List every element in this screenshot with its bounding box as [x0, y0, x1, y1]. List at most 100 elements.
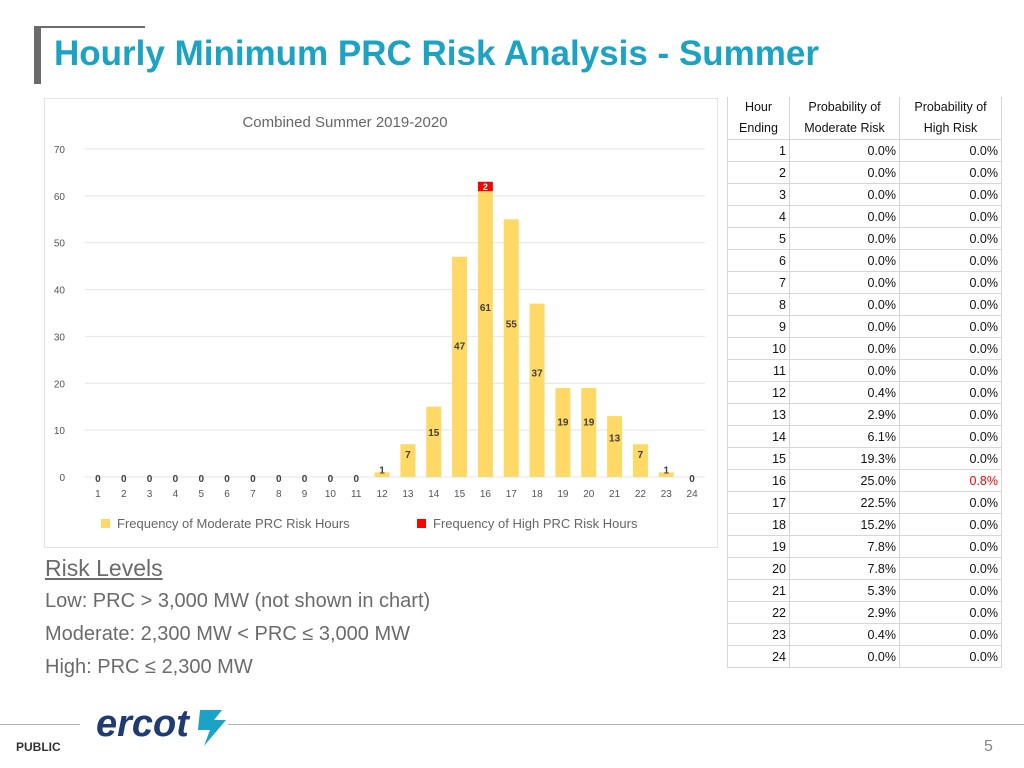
header-moderate-1: Probability of: [789, 97, 900, 118]
table-row: 5 0.0% 0.0%: [727, 227, 1002, 250]
legend-swatch-high: [417, 519, 426, 528]
table-row: 24 0.0% 0.0%: [727, 645, 1002, 668]
risk-moderate: Moderate: 2,300 MW < PRC ≤ 3,000 MW: [45, 623, 410, 645]
x-tick-label: 23: [661, 489, 673, 500]
risk-levels-heading: Risk Levels: [45, 555, 163, 581]
table-row: 10 0.0% 0.0%: [727, 337, 1002, 360]
x-tick-label: 24: [687, 489, 699, 500]
cell-high: 0.0%: [899, 557, 1002, 580]
x-tick-label: 16: [480, 489, 492, 500]
cell-hour: 17: [727, 491, 790, 514]
bar-moderate: [607, 416, 623, 477]
bar-moderate: [400, 444, 416, 477]
cell-moderate: 0.0%: [789, 227, 900, 250]
table-row: 4 0.0% 0.0%: [727, 205, 1002, 228]
cell-moderate: 0.0%: [789, 205, 900, 228]
cell-hour: 14: [727, 425, 790, 448]
cell-moderate: 0.4%: [789, 623, 900, 646]
x-tick-label: 17: [506, 489, 518, 500]
table-row: 12 0.4% 0.0%: [727, 381, 1002, 404]
x-tick-label: 20: [583, 489, 595, 500]
y-tick-label: 60: [54, 192, 66, 203]
cell-hour: 24: [727, 645, 790, 668]
cell-hour: 18: [727, 513, 790, 536]
cell-hour: 19: [727, 535, 790, 558]
x-tick-label: 19: [557, 489, 569, 500]
cell-moderate: 0.0%: [789, 359, 900, 382]
data-label-moderate: 7: [405, 450, 411, 461]
cell-hour: 12: [727, 381, 790, 404]
cell-high: 0.0%: [899, 315, 1002, 338]
x-tick-label: 4: [173, 489, 179, 500]
cell-hour: 4: [727, 205, 790, 228]
y-tick-label: 0: [59, 473, 65, 484]
table-row: 14 6.1% 0.0%: [727, 425, 1002, 448]
data-label-moderate: 61: [480, 303, 492, 314]
data-label-high: 2: [483, 182, 488, 192]
bar-moderate: [452, 256, 468, 477]
bar-moderate: [632, 444, 648, 477]
cell-high: 0.0%: [899, 337, 1002, 360]
cell-moderate: 2.9%: [789, 403, 900, 426]
cell-moderate: 2.9%: [789, 601, 900, 624]
header-moderate-2: Moderate Risk: [789, 118, 900, 140]
x-tick-label: 2: [121, 489, 127, 500]
cell-hour: 15: [727, 447, 790, 470]
cell-high: 0.0%: [899, 293, 1002, 316]
bar-moderate: [503, 219, 519, 477]
data-label-moderate: 0: [328, 474, 334, 485]
data-label-moderate: 0: [250, 474, 256, 485]
x-tick-label: 7: [250, 489, 256, 500]
data-label-moderate: 0: [224, 474, 230, 485]
header-hour-2: Ending: [727, 118, 790, 140]
footer-divider-left: [0, 724, 80, 725]
cell-moderate: 5.3%: [789, 579, 900, 602]
x-tick-label: 15: [454, 489, 466, 500]
cell-moderate: 7.8%: [789, 535, 900, 558]
x-tick-label: 12: [377, 489, 389, 500]
ercot-logo: ercot: [96, 700, 232, 752]
title-accent-bar: [34, 26, 41, 84]
legend-label-moderate: Frequency of Moderate PRC Risk Hours: [117, 516, 350, 531]
data-label-moderate: 13: [609, 434, 621, 445]
data-label-moderate: 55: [506, 320, 518, 331]
x-tick-label: 11: [351, 489, 362, 500]
header-high-2: High Risk: [899, 118, 1002, 140]
cell-high: 0.0%: [899, 579, 1002, 602]
table-row: 6 0.0% 0.0%: [727, 249, 1002, 272]
table-row: 15 19.3% 0.0%: [727, 447, 1002, 470]
table-row: 19 7.8% 0.0%: [727, 535, 1002, 558]
page-number: 5: [984, 738, 993, 755]
bolt-icon: [198, 710, 226, 746]
cell-moderate: 0.0%: [789, 293, 900, 316]
table-row: 8 0.0% 0.0%: [727, 293, 1002, 316]
x-tick-label: 18: [532, 489, 544, 500]
cell-moderate: 0.0%: [789, 183, 900, 206]
cell-high: 0.0%: [899, 161, 1002, 184]
x-tick-label: 3: [147, 489, 153, 500]
data-label-moderate: 19: [583, 417, 595, 428]
cell-moderate: 15.2%: [789, 513, 900, 536]
cell-hour: 10: [727, 337, 790, 360]
cell-hour: 2: [727, 161, 790, 184]
x-tick-label: 1: [95, 489, 101, 500]
cell-high: 0.0%: [899, 249, 1002, 272]
data-label-moderate: 1: [663, 465, 669, 476]
header-high-1: Probability of: [899, 97, 1002, 118]
bar-moderate: [477, 191, 493, 477]
cell-moderate: 0.0%: [789, 249, 900, 272]
cell-moderate: 7.8%: [789, 557, 900, 580]
data-label-moderate: 0: [302, 474, 308, 485]
x-tick-label: 21: [609, 489, 621, 500]
data-label-moderate: 15: [428, 428, 440, 439]
bar-moderate: [426, 406, 442, 477]
cell-high: 0.8%: [899, 469, 1002, 492]
cell-moderate: 0.0%: [789, 645, 900, 668]
table-row: 21 5.3% 0.0%: [727, 579, 1002, 602]
data-label-moderate: 0: [121, 474, 127, 485]
cell-high: 0.0%: [899, 535, 1002, 558]
cell-hour: 1: [727, 139, 790, 162]
table-row: 7 0.0% 0.0%: [727, 271, 1002, 294]
data-label-moderate: 47: [454, 341, 466, 352]
data-label-moderate: 0: [353, 474, 359, 485]
